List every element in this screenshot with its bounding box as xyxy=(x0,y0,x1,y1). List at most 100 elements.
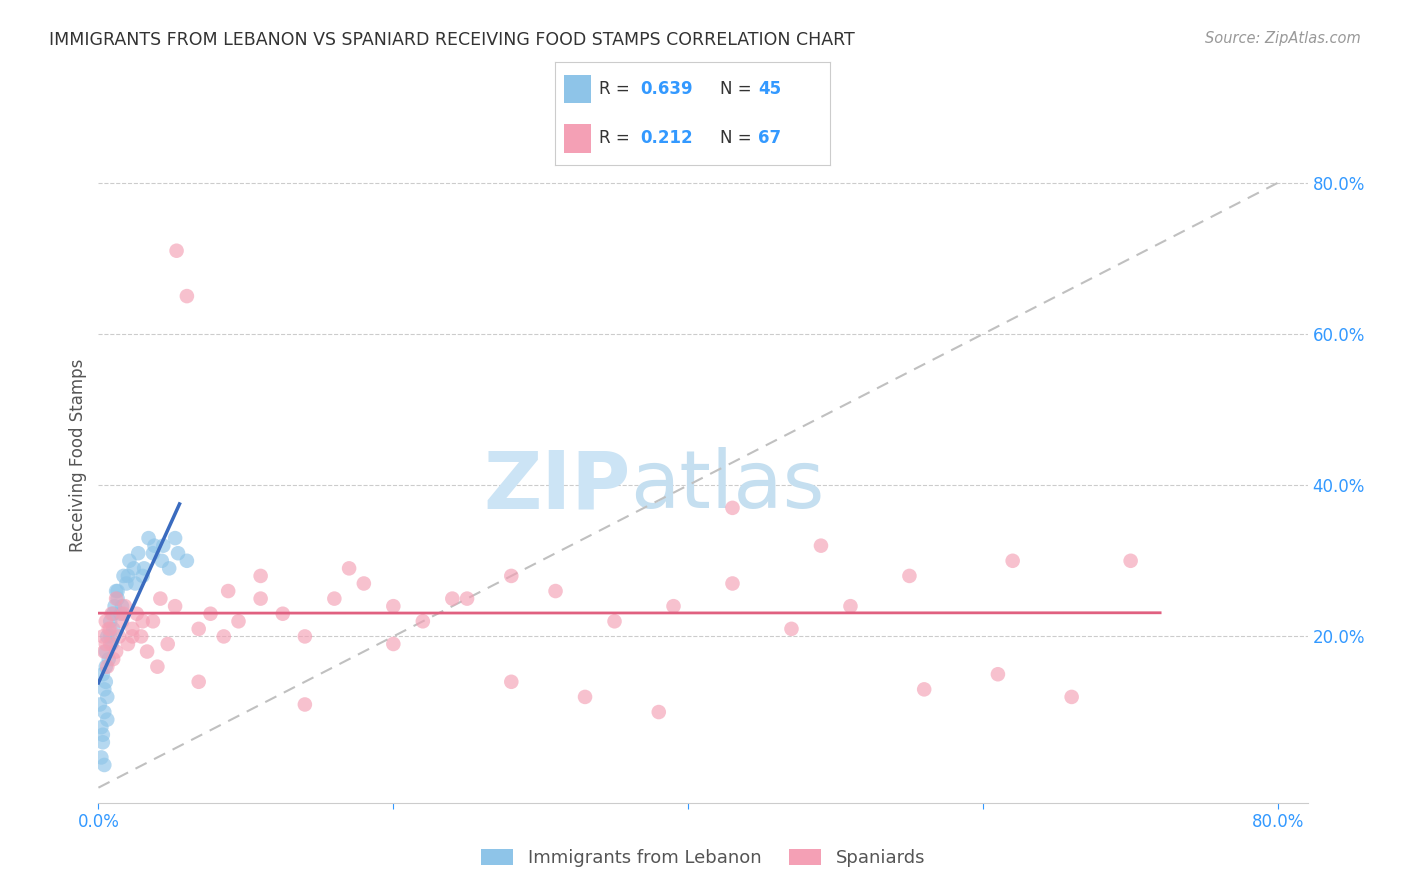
Point xyxy=(93,705,115,719)
Point xyxy=(165,599,187,614)
Point xyxy=(98,637,121,651)
Point xyxy=(136,644,159,658)
Point xyxy=(131,569,153,583)
Point xyxy=(105,584,128,599)
Point xyxy=(98,615,121,629)
Point xyxy=(96,629,118,643)
Legend: Immigrants from Lebanon, Spaniards: Immigrants from Lebanon, Spaniards xyxy=(474,841,932,874)
Y-axis label: Receiving Food Stamps: Receiving Food Stamps xyxy=(69,359,87,551)
Point xyxy=(96,713,118,727)
Point xyxy=(105,591,128,606)
Point xyxy=(271,607,294,621)
Point xyxy=(839,599,862,614)
Text: 0.212: 0.212 xyxy=(640,129,693,147)
Point xyxy=(146,659,169,673)
Point xyxy=(117,569,139,583)
Point xyxy=(898,569,921,583)
Point xyxy=(108,629,131,643)
Point xyxy=(382,637,405,651)
Point xyxy=(112,569,135,583)
Point xyxy=(122,561,145,575)
Text: IMMIGRANTS FROM LEBANON VS SPANIARD RECEIVING FOOD STAMPS CORRELATION CHART: IMMIGRANTS FROM LEBANON VS SPANIARD RECE… xyxy=(49,31,855,49)
Point xyxy=(94,637,117,651)
Point xyxy=(294,629,316,643)
Point xyxy=(94,615,117,629)
Text: Source: ZipAtlas.com: Source: ZipAtlas.com xyxy=(1205,31,1361,46)
Point xyxy=(93,682,115,697)
Point xyxy=(94,644,117,658)
Point xyxy=(96,659,118,673)
Point xyxy=(662,599,685,614)
Text: 45: 45 xyxy=(758,80,782,98)
Point xyxy=(165,531,187,545)
Point xyxy=(156,637,179,651)
Point xyxy=(96,690,118,704)
FancyBboxPatch shape xyxy=(564,124,591,153)
Point xyxy=(110,607,132,621)
Point xyxy=(574,690,596,704)
Point xyxy=(93,758,115,772)
Point xyxy=(187,674,209,689)
Point xyxy=(97,652,120,666)
Point xyxy=(810,539,832,553)
Point xyxy=(91,735,114,749)
Text: N =: N = xyxy=(720,129,756,147)
Point xyxy=(97,622,120,636)
Point xyxy=(149,591,172,606)
Point xyxy=(987,667,1010,681)
Point xyxy=(111,615,134,629)
Point xyxy=(101,652,124,666)
Point xyxy=(121,629,143,643)
Point xyxy=(107,591,129,606)
Point xyxy=(217,584,239,599)
Point xyxy=(176,554,198,568)
Point xyxy=(166,244,188,258)
Point xyxy=(176,289,198,303)
Text: R =: R = xyxy=(599,80,636,98)
Point xyxy=(101,607,124,621)
Text: 0.639: 0.639 xyxy=(640,80,693,98)
Point xyxy=(150,554,173,568)
Point xyxy=(544,584,567,599)
Point xyxy=(112,607,135,621)
Point xyxy=(125,607,148,621)
Text: 67: 67 xyxy=(758,129,782,147)
Point xyxy=(167,546,190,560)
Point xyxy=(114,599,136,614)
Point xyxy=(353,576,375,591)
Point xyxy=(337,561,360,575)
Point xyxy=(93,644,115,658)
Point xyxy=(90,750,112,764)
Point xyxy=(1060,690,1083,704)
Point xyxy=(187,622,209,636)
Point xyxy=(124,576,146,591)
Point xyxy=(143,539,166,553)
Point xyxy=(142,546,165,560)
Point xyxy=(91,667,114,681)
Point xyxy=(94,674,117,689)
Point xyxy=(98,629,121,643)
Point xyxy=(98,622,121,636)
Point xyxy=(157,561,180,575)
Point xyxy=(115,576,138,591)
Point xyxy=(228,615,250,629)
Point xyxy=(212,629,235,643)
FancyBboxPatch shape xyxy=(564,75,591,103)
Point xyxy=(1001,554,1024,568)
Point xyxy=(107,584,129,599)
Point xyxy=(121,622,143,636)
Point xyxy=(648,705,671,719)
Point xyxy=(501,674,523,689)
Point xyxy=(323,591,346,606)
Text: atlas: atlas xyxy=(630,447,825,525)
Point xyxy=(382,599,405,614)
Point xyxy=(441,591,464,606)
Point xyxy=(142,615,165,629)
Point xyxy=(91,728,114,742)
Point xyxy=(105,644,128,658)
Point xyxy=(152,539,174,553)
Point xyxy=(412,615,434,629)
Point xyxy=(104,599,127,614)
Text: ZIP: ZIP xyxy=(484,447,630,525)
Point xyxy=(603,615,626,629)
